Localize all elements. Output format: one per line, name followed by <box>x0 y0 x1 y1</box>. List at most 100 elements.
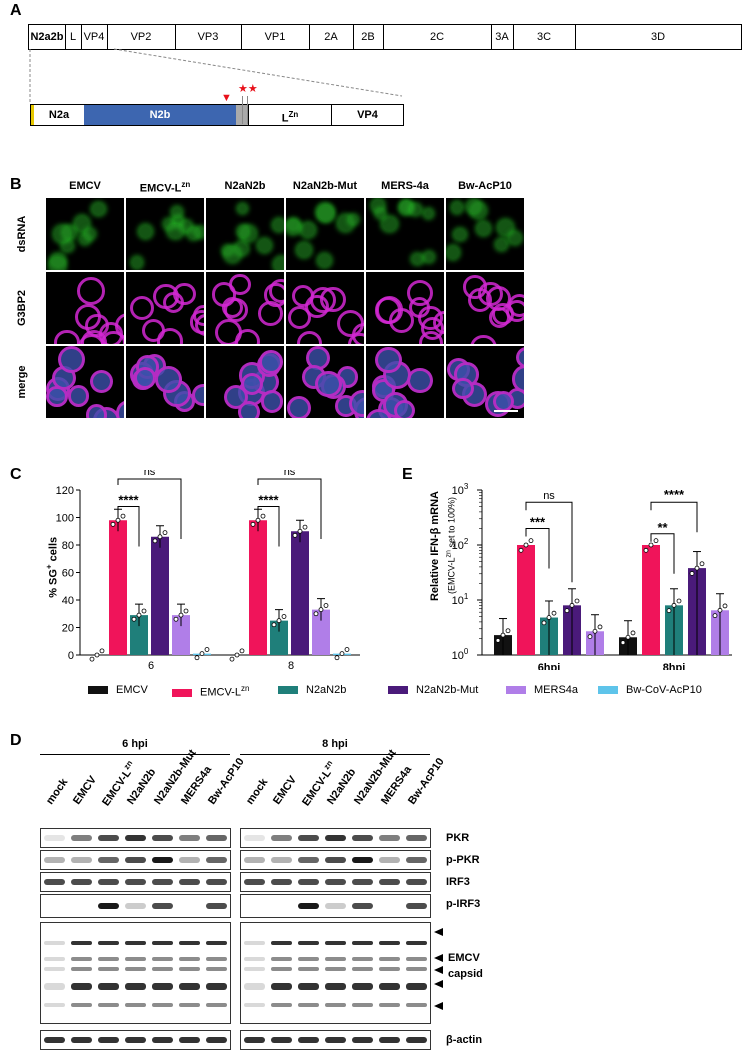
legend-swatch <box>388 686 408 695</box>
wb-band <box>44 957 65 961</box>
wb-band <box>179 835 200 841</box>
g3bp2-signal <box>305 294 329 318</box>
wb-band <box>298 835 319 841</box>
g3bp2-signal <box>257 301 283 327</box>
wb-band <box>244 941 265 945</box>
arrow-icon <box>434 928 443 936</box>
chart-c-bar <box>151 536 169 655</box>
wb-band <box>325 857 346 863</box>
dsrna-signal <box>301 223 315 237</box>
wb-band <box>379 957 400 961</box>
dsrna-signal <box>382 216 397 232</box>
micro-tile <box>46 346 124 418</box>
chart-c-sig: ns <box>284 470 296 478</box>
wb-band <box>406 857 427 863</box>
wb-band <box>379 857 400 863</box>
wb-band <box>125 1037 146 1043</box>
g3bp2-signal <box>129 295 154 320</box>
wb-band <box>206 835 227 841</box>
arrow-icon <box>434 1002 443 1010</box>
wb-band <box>71 983 92 990</box>
dsrna-signal <box>424 251 435 262</box>
wb-band <box>271 1003 292 1007</box>
wb-band <box>179 879 200 885</box>
chart-e-ytick: 101 <box>452 592 469 607</box>
chart-c-bar <box>291 531 309 655</box>
wb-capsid-strip <box>40 922 231 1024</box>
dsrna-signal <box>451 202 463 213</box>
wb-band <box>152 1003 173 1007</box>
g3bp2-signal <box>492 303 514 326</box>
wb-band <box>152 835 173 841</box>
wb-band <box>71 857 92 863</box>
arrow-icon <box>434 954 443 962</box>
wb-band <box>71 835 92 841</box>
wb-band <box>125 957 146 961</box>
chart-c-xtick: 6 <box>148 660 154 670</box>
wb-band <box>125 1003 146 1007</box>
chart-e-bar <box>517 545 535 655</box>
dsrna-signal <box>131 257 143 268</box>
wb-band <box>71 957 92 961</box>
wb-band <box>271 857 292 863</box>
wb-strip <box>240 828 431 848</box>
wb-capsid-label: EMCV <box>448 952 480 964</box>
dsrna-signal <box>348 214 358 225</box>
wb-band <box>244 835 265 841</box>
dsrna-signal <box>509 231 522 244</box>
wb-band <box>406 1037 427 1043</box>
wb-band <box>352 879 373 885</box>
arrow-icon <box>434 980 443 988</box>
wb-band <box>244 957 265 961</box>
dsrna-signal <box>62 241 73 252</box>
wb-band <box>152 941 173 945</box>
g3bp2-signal <box>221 296 243 319</box>
mutation-stars-icon: ★★ <box>238 83 258 95</box>
wb-strip <box>40 850 231 870</box>
seg-3a: 3A <box>491 25 514 49</box>
wb-band <box>152 857 173 863</box>
wb-band <box>98 1003 119 1007</box>
wb-label: p-PKR <box>446 854 480 866</box>
chart-e-sig: ** <box>657 520 668 535</box>
dsrna-signal <box>237 203 247 214</box>
wb-band <box>44 1003 65 1007</box>
zoom-map: N2a N2b LZn VP4 <box>30 104 404 126</box>
seg-lzn: LZn <box>281 110 299 125</box>
wb-band <box>98 967 119 971</box>
wb-band <box>244 983 265 990</box>
mutation-triangle-icon: ▼ <box>221 92 232 104</box>
wb-band <box>179 957 200 961</box>
dsrna-signal <box>296 243 311 258</box>
wb-band <box>206 941 227 945</box>
merge-signal <box>407 368 433 394</box>
wb-band <box>71 1037 92 1043</box>
wb-band <box>271 835 292 841</box>
wb-band <box>125 857 146 863</box>
merge-signal <box>375 346 402 374</box>
wb-band <box>125 835 146 841</box>
chart-e-xtick: 6hpi <box>538 662 561 670</box>
micro-col-label: N2aN2b <box>224 180 266 192</box>
wb-band <box>206 983 227 990</box>
dsrna-signal <box>476 222 490 235</box>
wb-band <box>244 1037 265 1043</box>
wb-band <box>298 879 319 885</box>
wb-band <box>406 879 427 885</box>
seg-vp2: VP2 <box>107 25 176 49</box>
merge-signal <box>238 401 260 418</box>
wb-band <box>298 903 319 909</box>
wb-band <box>125 879 146 885</box>
wb-band <box>98 957 119 961</box>
wb-band <box>125 983 146 990</box>
chart-e-xtick: 8hpi <box>663 662 686 670</box>
arrow-icon <box>434 966 443 974</box>
wb-band <box>379 941 400 945</box>
dsrna-signal <box>412 253 423 265</box>
wb-band <box>71 1003 92 1007</box>
wb-strip <box>40 872 231 892</box>
wb-band <box>44 1037 65 1043</box>
merge-signal <box>393 399 416 418</box>
seg-3c: 3C <box>513 25 576 49</box>
chart-e-ytick: 100 <box>452 647 469 662</box>
